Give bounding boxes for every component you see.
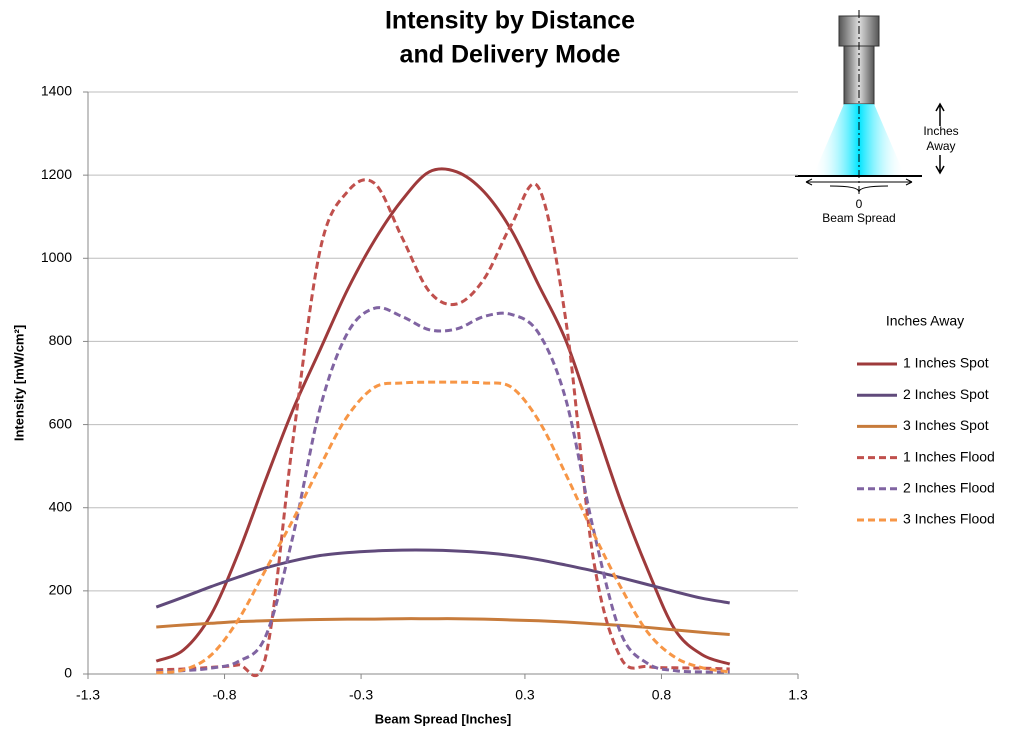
legend-label: 2 Inches Flood [903, 480, 995, 496]
diagram-label: 0 [856, 197, 863, 211]
y-tick-label: 600 [49, 415, 73, 431]
diagram-label: Away [926, 139, 955, 153]
y-tick-label: 200 [49, 582, 73, 598]
legend-label: 1 Inches Spot [903, 355, 989, 371]
chart-title: Intensity by Distance [385, 7, 635, 35]
y-tick-label: 1200 [41, 166, 72, 182]
series-line [155, 548, 730, 609]
series-line [156, 178, 730, 678]
legend-label: 1 Inches Flood [903, 448, 995, 464]
y-tick-label: 1400 [41, 83, 72, 99]
y-tick-label: 400 [49, 498, 73, 514]
x-tick-label: 0.3 [515, 687, 535, 703]
y-tick-label: 800 [49, 332, 73, 348]
spread-brace [805, 178, 913, 193]
series-line [156, 306, 730, 674]
series-line [156, 380, 730, 675]
x-tick-label: -0.8 [212, 687, 236, 703]
legend-label: 3 Inches Flood [903, 511, 995, 527]
legend-title: Inches Away [886, 313, 964, 329]
series-line [156, 617, 730, 637]
x-tick-label: -0.3 [349, 687, 373, 703]
diagram-label: Beam Spread [822, 211, 895, 225]
y-axis-title: Intensity [mW/cm²] [11, 325, 26, 441]
series-line [155, 167, 731, 666]
distance-arrows [935, 102, 945, 175]
y-tick-label: 1000 [41, 249, 72, 265]
diagram: Inches Away 0 Beam Spread [795, 10, 959, 225]
legend-label: 3 Inches Spot [903, 417, 989, 433]
legend-label: 2 Inches Spot [903, 386, 989, 402]
x-tick-label: 1.3 [788, 687, 808, 703]
diagram-label: Inches [923, 124, 958, 138]
chart-title: and Delivery Mode [400, 41, 621, 69]
x-axis-title: Beam Spread [Inches] [375, 711, 512, 726]
x-tick-label: 0.8 [652, 687, 672, 703]
y-tick-label: 0 [64, 665, 72, 681]
x-tick-label: -1.3 [76, 687, 100, 703]
